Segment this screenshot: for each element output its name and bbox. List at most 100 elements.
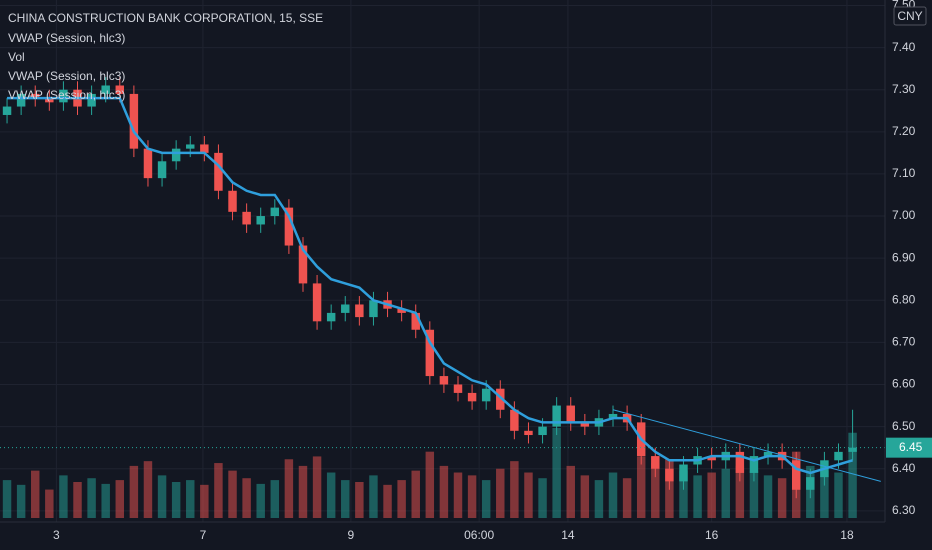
y-tick-label: 7.50 [892,0,916,12]
volume-bar [439,465,449,518]
x-tick-label: 3 [53,528,60,542]
candle-body [538,426,547,436]
volume-bar [594,480,604,518]
volume-bar [820,470,829,518]
volume-bar [566,465,575,518]
volume-bar [256,483,265,518]
x-tick-label: 16 [705,528,719,542]
x-tick-label: 7 [200,528,207,542]
candle-body [228,190,237,212]
volume-bar [270,480,280,518]
volume-bar [228,470,237,518]
volume-bar [848,432,857,518]
candle-body [341,304,350,313]
volume-bar [16,484,26,518]
candle-body [608,413,618,419]
candle-body [31,93,40,99]
candle-body [496,388,505,410]
volume-bar [298,465,308,518]
candle-body [510,409,519,431]
volume-bar [369,475,378,518]
candle-body [157,161,167,179]
x-tick-label: 14 [561,528,575,542]
volume-bar [707,472,716,518]
volume-bar [171,482,181,518]
volume-bar [679,470,688,518]
x-tick-label: 18 [840,528,854,542]
candle-body [848,447,857,452]
y-tick-label: 6.50 [892,419,916,433]
candle-body [143,148,153,179]
volume-bar [214,463,223,518]
y-tick-label: 7.20 [892,124,916,138]
volume-bar [115,480,125,518]
candle-body [16,93,26,107]
volume-bar [524,472,533,518]
candle-body [200,144,209,153]
price-pane [0,77,885,499]
volume-bar [622,478,632,518]
y-tick-label: 7.30 [892,82,916,96]
volume-bar [73,482,82,518]
volume-bar [735,465,745,518]
volume-bar [608,472,618,518]
currency-box [893,6,927,26]
candle-body [679,464,688,482]
volume-bar [411,470,420,518]
volume-bar [45,489,54,518]
candle-body [59,89,68,103]
candle-body [580,422,590,427]
y-tick-label: 7.00 [892,208,916,222]
volume-bar [312,456,322,518]
volume-bar [425,451,435,518]
candle-body [552,405,561,427]
volume-bar [383,484,392,518]
currency: CNY [897,9,922,23]
candle-body [791,460,801,490]
volume-bar [636,456,646,518]
candle-body [242,211,251,225]
y-tick-label: 6.60 [892,377,916,391]
volume-bar [777,478,787,518]
volume-bar [341,480,350,518]
volume-bar [2,480,12,518]
legend-entry: VWAP (Session, hlc3) [8,31,125,45]
y-tick-label: 6.70 [892,335,916,349]
candle-body [369,300,378,318]
x-tick-label: 06:00 [464,528,494,542]
last-price-box [886,437,932,458]
candle-body [651,456,660,469]
volume-bar [763,475,773,518]
volume-bar [552,428,561,518]
legend-entry: VWAP (Session, hlc3) [8,69,125,83]
volume-bar [355,482,364,518]
candle-body [481,388,491,402]
candle-body [439,376,449,385]
candle-body [397,308,406,313]
candle-body [735,451,745,473]
candle-body [171,148,181,162]
volume-bar [580,475,590,518]
volume-bar [31,470,40,518]
candle-body [298,245,308,284]
volume-bar [397,480,406,518]
candle-body [806,477,815,490]
candle-body [129,93,139,149]
candle-body [453,384,463,393]
y-tick-label: 6.90 [892,250,916,264]
legend-entry: VWAP (Session, hlc3) [8,88,125,102]
volume-bar [143,461,153,518]
candle-body [524,430,533,436]
candle-body [467,392,477,402]
volume-bar [326,472,336,518]
volume-bar [693,475,702,518]
volume-bar [496,468,505,518]
candle-body [270,207,280,217]
candle-body [87,93,96,107]
candle-body [326,312,336,322]
vwap-line [7,96,853,475]
volume-bar [242,478,251,518]
candle-body [425,329,435,377]
last-price-label: 6.45 [899,440,923,454]
